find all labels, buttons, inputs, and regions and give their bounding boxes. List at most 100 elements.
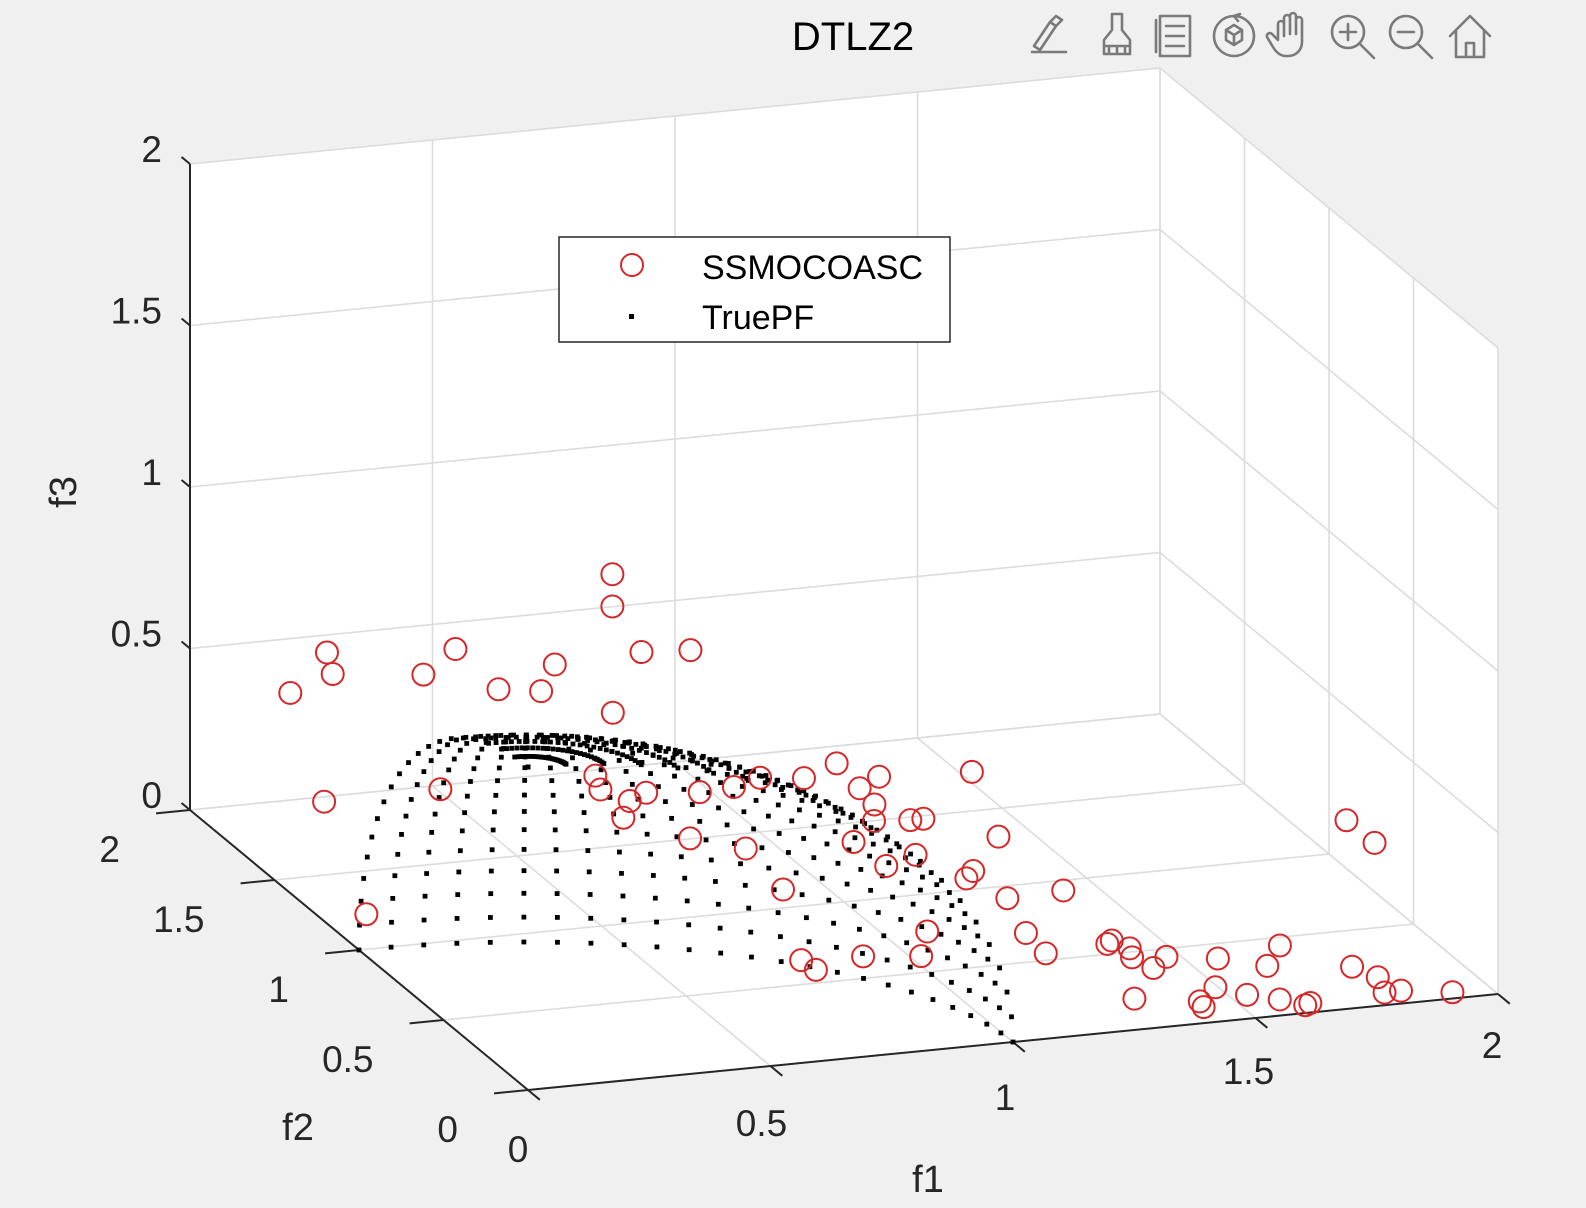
truepf-point <box>811 823 817 829</box>
ssmocoasc-point <box>583 763 608 788</box>
truepf-point <box>742 882 748 888</box>
z-tick-mark <box>180 156 191 165</box>
edit-plot-icon[interactable] <box>1025 12 1073 60</box>
truepf-point <box>629 745 635 751</box>
truepf-point <box>883 837 889 843</box>
truepf-point <box>817 803 822 809</box>
truepf-point <box>587 892 593 897</box>
legend-marker-truepf <box>629 314 634 319</box>
ssmocoasc-point <box>733 836 758 861</box>
truepf-point <box>718 762 724 768</box>
truepf-point <box>749 954 754 960</box>
truepf-point <box>975 933 981 939</box>
ssmocoasc-point <box>909 944 934 969</box>
truepf-point <box>422 893 428 899</box>
truepf-point <box>623 769 629 774</box>
truepf-point <box>437 739 443 744</box>
truepf-point <box>540 735 546 740</box>
truepf-point <box>910 901 916 907</box>
truepf-point <box>521 890 527 896</box>
truepf-point <box>357 922 362 928</box>
legend-icon[interactable] <box>1150 12 1198 60</box>
truepf-point <box>622 740 628 745</box>
truepf-point <box>925 947 931 953</box>
truepf-point <box>573 766 579 772</box>
zoom-out-icon[interactable] <box>1388 12 1436 60</box>
truepf-point <box>554 915 560 920</box>
truepf-point <box>620 743 626 749</box>
zoom-in-icon[interactable] <box>1328 12 1376 60</box>
x-tick-mark <box>1254 1017 1268 1029</box>
truepf-point <box>569 733 575 739</box>
truepf-point <box>522 778 528 783</box>
truepf-point <box>421 942 427 948</box>
truepf-point <box>516 739 522 744</box>
truepf-point <box>756 773 762 779</box>
ssmocoasc-point <box>1267 933 1292 958</box>
truepf-point <box>520 754 525 759</box>
truepf-point <box>661 762 667 768</box>
truepf-point <box>780 784 786 790</box>
truepf-point <box>521 914 527 920</box>
home-icon[interactable] <box>1446 12 1494 60</box>
truepf-point <box>538 754 544 760</box>
truepf-point <box>656 748 662 753</box>
grid-line <box>1159 67 1499 349</box>
truepf-point <box>929 972 935 977</box>
truepf-point <box>663 749 669 754</box>
ssmocoasc-point <box>847 776 872 801</box>
truepf-point <box>454 940 460 946</box>
ssmocoasc-point <box>803 957 828 982</box>
truepf-point <box>708 857 714 863</box>
grid-line <box>1159 713 1499 995</box>
truepf-point <box>490 827 496 833</box>
truepf-point <box>681 786 687 792</box>
truepf-point <box>890 894 896 900</box>
truepf-point <box>725 761 731 766</box>
truepf-point <box>638 745 644 751</box>
truepf-point <box>548 739 553 745</box>
truepf-point <box>620 893 626 899</box>
rotate-3d-icon[interactable] <box>1210 12 1258 60</box>
z-tick-label: 1 <box>141 452 162 493</box>
truepf-point <box>703 837 709 843</box>
truepf-point <box>603 747 609 753</box>
truepf-point <box>898 916 904 922</box>
truepf-point <box>962 911 968 917</box>
truepf-point <box>620 752 625 758</box>
truepf-point <box>655 784 661 790</box>
truepf-point <box>648 771 653 776</box>
ssmocoasc-point <box>1191 995 1216 1020</box>
truepf-point <box>533 754 538 759</box>
truepf-point <box>907 964 913 970</box>
truepf-point <box>793 870 799 876</box>
legend[interactable]: SSMOCOASC TruePF <box>558 236 951 343</box>
truepf-point <box>454 737 459 743</box>
grid-line <box>189 67 1161 165</box>
truepf-point <box>498 733 504 738</box>
truepf-point <box>488 891 494 897</box>
truepf-point <box>554 891 560 896</box>
ssmocoasc-point <box>678 638 703 663</box>
truepf-point <box>503 735 509 740</box>
truepf-point <box>549 778 555 784</box>
ssmocoasc-point <box>1340 954 1365 979</box>
truepf-point <box>540 754 546 760</box>
truepf-point <box>657 745 663 750</box>
truepf-point <box>406 760 411 766</box>
ssmocoasc-point <box>312 789 337 814</box>
brush-icon[interactable] <box>1091 12 1139 60</box>
truepf-point <box>475 755 481 761</box>
truepf-point <box>774 778 780 784</box>
truepf-point <box>428 758 434 764</box>
truepf-point <box>929 909 935 915</box>
truepf-point <box>677 749 683 754</box>
truepf-point <box>508 739 514 745</box>
pan-hand-icon[interactable] <box>1265 11 1316 60</box>
ssmocoasc-point <box>824 751 849 776</box>
truepf-point <box>629 781 635 787</box>
x-tick-label: 1 <box>995 1077 1016 1118</box>
truepf-point <box>397 771 402 777</box>
ssmocoasc-point <box>954 866 979 891</box>
truepf-point <box>525 764 531 770</box>
